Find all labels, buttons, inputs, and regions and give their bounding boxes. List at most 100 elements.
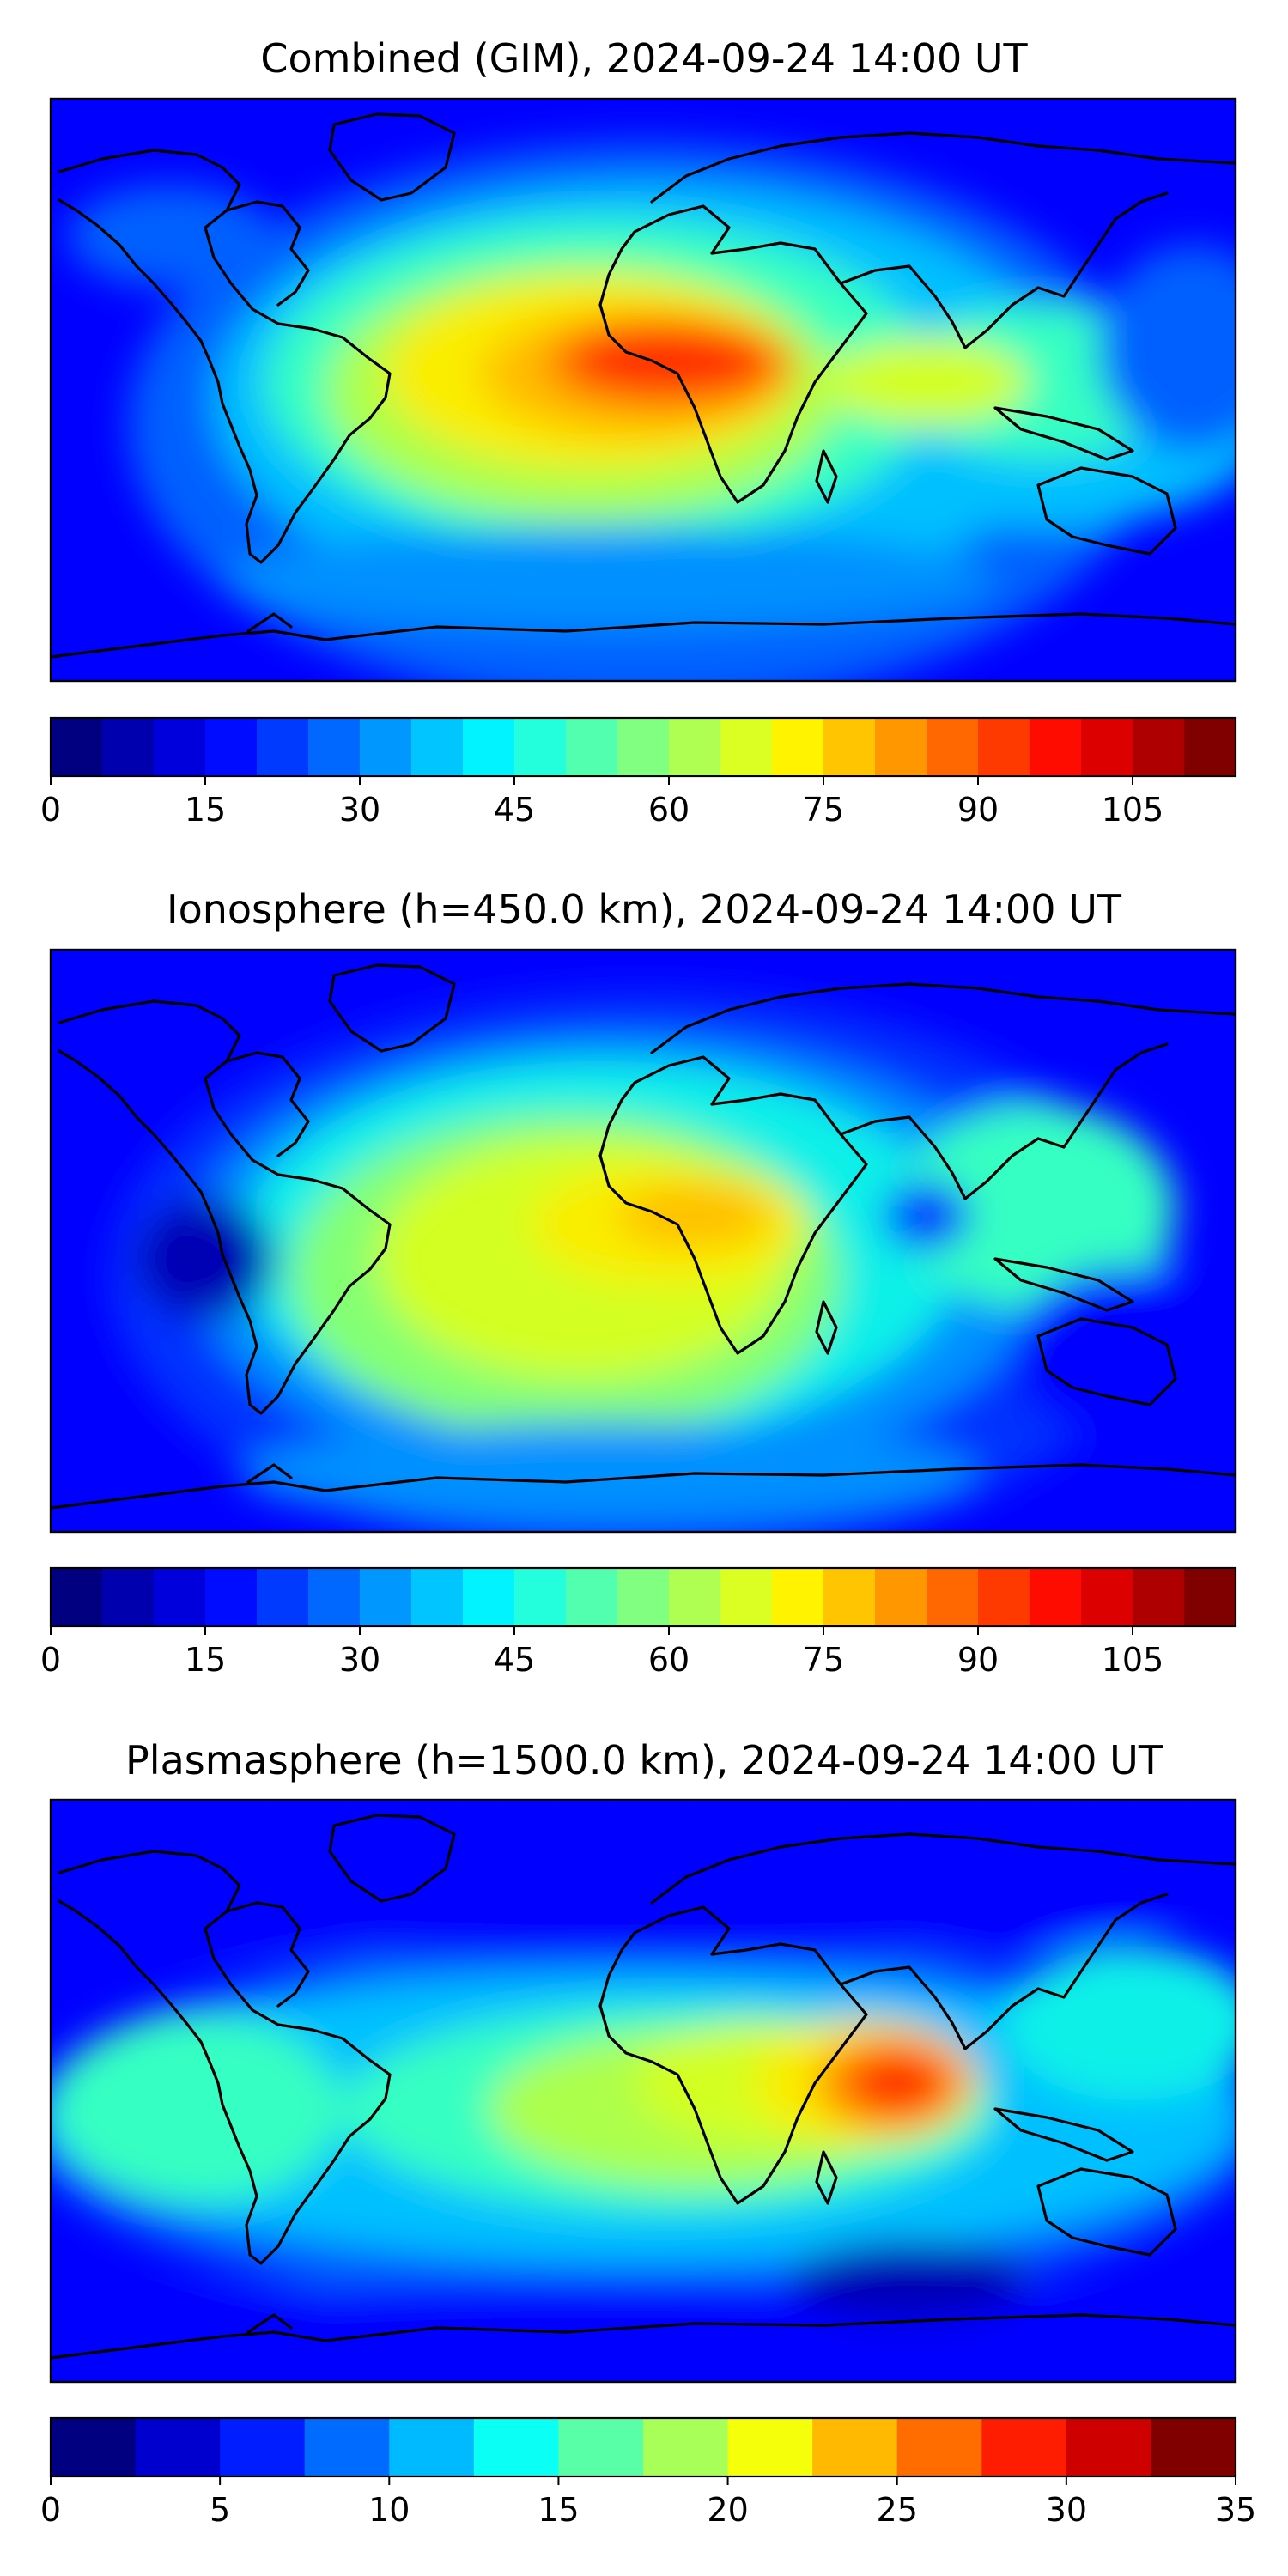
colorbar-swatch	[308, 1568, 361, 1626]
colorbar-swatch	[720, 718, 773, 776]
colorbar-tick-label: 15	[538, 2491, 579, 2529]
colorbar-swatch	[220, 2418, 306, 2476]
colorbar-tick-label: 0	[40, 791, 61, 829]
colorbar-tick-label: 20	[707, 2491, 748, 2529]
colorbar-swatch	[669, 1568, 721, 1626]
colorbar-swatch	[51, 718, 103, 776]
colorbar-swatch	[205, 718, 258, 776]
colorbar-swatch	[473, 2418, 560, 2476]
colorbar-tick-label: 10	[368, 2491, 410, 2529]
colorbar-swatch	[411, 1568, 464, 1626]
panel-plasmasphere: Plasmasphere (h=1500.0 km), 2024-09-24 1…	[40, 1737, 1256, 2529]
colorbar-tick-label: 45	[494, 1641, 535, 1679]
chart-title: Plasmasphere (h=1500.0 km), 2024-09-24 1…	[125, 1737, 1163, 1783]
panel-ionosphere: Ionosphere (h=450.0 km), 2024-09-24 14:0…	[40, 886, 1237, 1679]
colorbar-tick-label: 35	[1215, 2491, 1256, 2529]
colorbar-swatch	[1184, 1568, 1236, 1626]
colorbar-tick-label: 30	[339, 1641, 380, 1679]
colorbar-swatch	[257, 718, 309, 776]
colorbar-swatch	[360, 718, 412, 776]
colorbar-tick-label: 0	[40, 2491, 61, 2529]
colorbar-tick-label: 5	[210, 2491, 230, 2529]
colorbar-tick-label: 60	[648, 1641, 690, 1679]
colorbar-swatch	[669, 718, 721, 776]
colorbar-tick-label: 15	[185, 791, 226, 829]
coastlines	[51, 112, 1236, 659]
colorbar-swatch	[1081, 718, 1133, 776]
colorbar-tick-label: 105	[1102, 791, 1164, 829]
colorbar-swatch	[102, 718, 155, 776]
colorbar-swatch	[304, 2418, 390, 2476]
colorbar-swatch	[463, 1568, 515, 1626]
chart-title: Ionosphere (h=450.0 km), 2024-09-24 14:0…	[167, 886, 1122, 933]
colorbar-ticks: 0 15 30 45 60 75 90 105	[40, 776, 1163, 829]
colorbar-tick-label: 25	[877, 2491, 918, 2529]
colorbar-swatch	[1030, 1568, 1082, 1626]
colorbar-tick-label: 90	[957, 1641, 999, 1679]
colorbar-swatch	[514, 1568, 567, 1626]
colorbar-swatches	[51, 718, 1236, 776]
colorbar-swatch	[51, 2418, 137, 2476]
colorbar-swatch	[566, 1568, 618, 1626]
coastlines	[51, 963, 1236, 1510]
colorbar-swatches	[51, 1568, 1236, 1626]
colorbar-swatch	[463, 718, 515, 776]
colorbar-swatch	[566, 718, 618, 776]
map-plasmasphere	[49, 1798, 1237, 2384]
colorbar-swatch	[617, 718, 670, 776]
colorbar-tick-label: 15	[185, 1641, 226, 1679]
colorbar-tick-label: 60	[648, 791, 690, 829]
colorbar-swatch	[1184, 718, 1236, 776]
colorbar-swatch	[1133, 1568, 1185, 1626]
colorbar-swatch	[978, 718, 1030, 776]
colorbar-tick-label: 75	[803, 791, 844, 829]
colorbar-swatch	[51, 1568, 103, 1626]
colorbar-swatch	[978, 1568, 1030, 1626]
colorbar-swatch	[927, 1568, 979, 1626]
colorbar-swatch	[772, 1568, 824, 1626]
colorbar-tick-label: 30	[1046, 2491, 1087, 2529]
chart-title: Combined (GIM), 2024-09-24 14:00 UT	[260, 35, 1028, 82]
colorbar-swatch	[875, 718, 927, 776]
colorbar-swatch	[411, 718, 464, 776]
coastlines	[51, 1814, 1236, 2360]
colorbar-swatches	[51, 2418, 1236, 2476]
colorbar-swatch	[360, 1568, 412, 1626]
colorbar-swatch	[720, 1568, 773, 1626]
colorbar-tick-label: 45	[494, 791, 535, 829]
colorbar-swatch	[1133, 718, 1185, 776]
colorbar-tick-label: 75	[803, 1641, 844, 1679]
colorbar-swatch	[927, 718, 979, 776]
panel-combined: Combined (GIM), 2024-09-24 14:00 UT	[40, 35, 1237, 829]
map-combined	[49, 97, 1237, 683]
colorbar-swatch	[1030, 718, 1082, 776]
colorbar-swatch	[1081, 1568, 1133, 1626]
colorbar-swatch	[981, 2418, 1067, 2476]
colorbar-swatch	[154, 1568, 206, 1626]
colorbar-swatch	[257, 1568, 309, 1626]
colorbar-swatch	[308, 718, 361, 776]
colorbar-tick-label: 105	[1102, 1641, 1164, 1679]
colorbar-swatch	[389, 2418, 475, 2476]
colorbar-swatch	[558, 2418, 644, 2476]
colorbar-swatch	[154, 718, 206, 776]
colorbar-swatch	[135, 2418, 221, 2476]
colorbar-swatch	[514, 718, 567, 776]
colorbar-swatch	[896, 2418, 982, 2476]
colorbar-tick-label: 0	[40, 1641, 61, 1679]
colorbar-swatch	[727, 2418, 813, 2476]
map-ionosphere	[49, 948, 1237, 1534]
colorbar-swatch	[772, 718, 824, 776]
colorbar-swatch	[1151, 2418, 1236, 2476]
colorbar-tick-label: 90	[957, 791, 999, 829]
colorbar-swatch	[875, 1568, 927, 1626]
colorbar-plasmasphere: 0 5 10 15 20 25 30 35	[40, 2416, 1256, 2529]
colorbar-ticks: 0 15 30 45 60 75 90 105	[40, 1626, 1163, 1679]
colorbar-swatch	[823, 718, 876, 776]
colorbar-swatch	[1066, 2418, 1152, 2476]
colorbar-swatch	[812, 2418, 898, 2476]
colorbar-combined: 0 15 30 45 60 75 90 105	[40, 716, 1237, 829]
colorbar-swatch	[205, 1568, 258, 1626]
colorbar-swatch	[102, 1568, 155, 1626]
